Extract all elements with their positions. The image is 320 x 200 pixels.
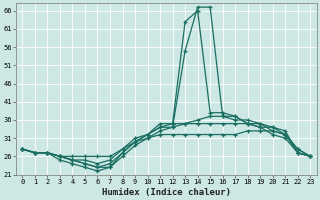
X-axis label: Humidex (Indice chaleur): Humidex (Indice chaleur): [102, 188, 231, 197]
